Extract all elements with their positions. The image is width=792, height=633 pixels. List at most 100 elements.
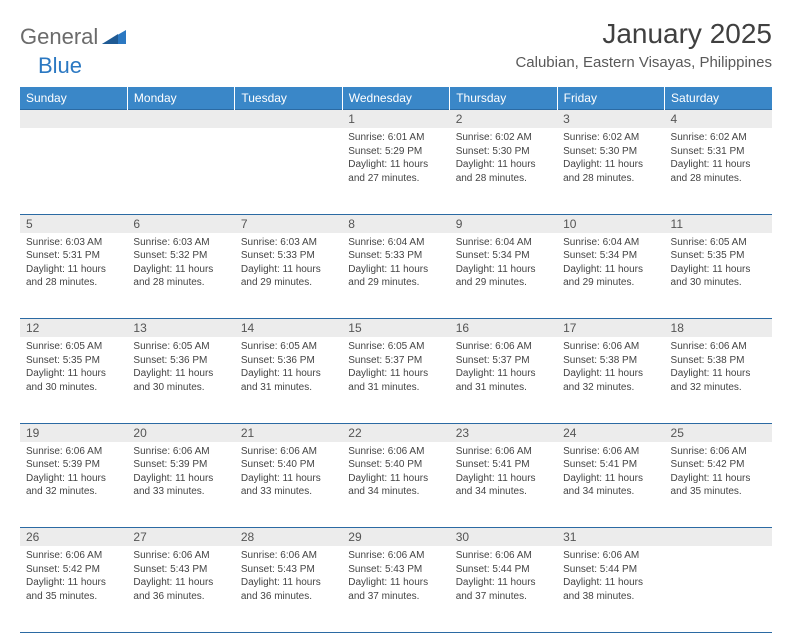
day-number: 22 xyxy=(342,424,449,442)
daylight-line-2: and 29 minutes. xyxy=(563,276,658,290)
daylight-line-2: and 38 minutes. xyxy=(563,590,658,604)
sunset-line: Sunset: 5:33 PM xyxy=(241,249,336,263)
day-cell: Sunrise: 6:02 AMSunset: 5:30 PMDaylight:… xyxy=(450,128,557,189)
day-number: 28 xyxy=(235,528,342,546)
sunrise-line: Sunrise: 6:04 AM xyxy=(348,236,443,250)
daylight-line-2: and 31 minutes. xyxy=(241,381,336,395)
sunset-line: Sunset: 5:35 PM xyxy=(671,249,766,263)
day-cell: Sunrise: 6:06 AMSunset: 5:41 PMDaylight:… xyxy=(557,442,664,503)
day-number: 7 xyxy=(235,215,342,233)
sunrise-line: Sunrise: 6:05 AM xyxy=(26,340,121,354)
sunrise-line: Sunrise: 6:01 AM xyxy=(348,131,443,145)
day-cell: Sunrise: 6:06 AMSunset: 5:41 PMDaylight:… xyxy=(450,442,557,503)
calendar-table: SundayMondayTuesdayWednesdayThursdayFrid… xyxy=(20,87,772,633)
day-number: 23 xyxy=(450,424,557,442)
day-cell: Sunrise: 6:03 AMSunset: 5:33 PMDaylight:… xyxy=(235,233,342,294)
daylight-line-2: and 29 minutes. xyxy=(456,276,551,290)
empty-day xyxy=(235,128,342,214)
empty-day xyxy=(20,110,127,129)
daylight-line-1: Daylight: 11 hours xyxy=(671,263,766,277)
sunset-line: Sunset: 5:31 PM xyxy=(671,145,766,159)
sunset-line: Sunset: 5:37 PM xyxy=(348,354,443,368)
day-number: 29 xyxy=(342,528,449,546)
sunrise-line: Sunrise: 6:06 AM xyxy=(348,445,443,459)
daylight-line-1: Daylight: 11 hours xyxy=(26,576,121,590)
sunrise-line: Sunrise: 6:06 AM xyxy=(241,549,336,563)
daylight-line-1: Daylight: 11 hours xyxy=(456,158,551,172)
sunset-line: Sunset: 5:41 PM xyxy=(563,458,658,472)
brand-name-blue: Blue xyxy=(38,53,82,78)
day-number: 15 xyxy=(342,319,449,337)
day-cell: Sunrise: 6:03 AMSunset: 5:31 PMDaylight:… xyxy=(20,233,127,294)
day-number: 27 xyxy=(127,528,234,546)
daylight-line-2: and 35 minutes. xyxy=(26,590,121,604)
daylight-line-1: Daylight: 11 hours xyxy=(241,576,336,590)
calendar-body: 1234Sunrise: 6:01 AMSunset: 5:29 PMDayli… xyxy=(20,110,772,633)
daylight-line-2: and 37 minutes. xyxy=(456,590,551,604)
daylight-line-2: and 28 minutes. xyxy=(26,276,121,290)
sunrise-line: Sunrise: 6:06 AM xyxy=(348,549,443,563)
daylight-line-1: Daylight: 11 hours xyxy=(348,472,443,486)
sunrise-line: Sunrise: 6:06 AM xyxy=(671,340,766,354)
daylight-line-2: and 32 minutes. xyxy=(26,485,121,499)
sunset-line: Sunset: 5:35 PM xyxy=(26,354,121,368)
daylight-line-1: Daylight: 11 hours xyxy=(133,576,228,590)
daylight-line-1: Daylight: 11 hours xyxy=(563,263,658,277)
sunrise-line: Sunrise: 6:06 AM xyxy=(133,549,228,563)
day-number: 13 xyxy=(127,319,234,337)
daylight-line-1: Daylight: 11 hours xyxy=(671,367,766,381)
day-cell: Sunrise: 6:06 AMSunset: 5:40 PMDaylight:… xyxy=(235,442,342,503)
daylight-line-2: and 28 minutes. xyxy=(671,172,766,186)
day-number: 5 xyxy=(20,215,127,233)
month-title: January 2025 xyxy=(515,18,772,50)
sunrise-line: Sunrise: 6:03 AM xyxy=(241,236,336,250)
daylight-line-2: and 31 minutes. xyxy=(348,381,443,395)
day-cell: Sunrise: 6:04 AMSunset: 5:33 PMDaylight:… xyxy=(342,233,449,294)
daylight-line-2: and 28 minutes. xyxy=(456,172,551,186)
weekday-header: Tuesday xyxy=(235,87,342,110)
daylight-line-2: and 36 minutes. xyxy=(133,590,228,604)
day-number: 25 xyxy=(665,424,772,442)
day-cell: Sunrise: 6:06 AMSunset: 5:42 PMDaylight:… xyxy=(20,546,127,607)
daylight-line-2: and 35 minutes. xyxy=(671,485,766,499)
day-cell: Sunrise: 6:05 AMSunset: 5:36 PMDaylight:… xyxy=(235,337,342,398)
empty-day xyxy=(127,110,234,129)
daylight-line-1: Daylight: 11 hours xyxy=(241,367,336,381)
day-cell: Sunrise: 6:05 AMSunset: 5:35 PMDaylight:… xyxy=(20,337,127,398)
day-number: 9 xyxy=(450,215,557,233)
daylight-line-1: Daylight: 11 hours xyxy=(133,367,228,381)
daylight-line-1: Daylight: 11 hours xyxy=(26,263,121,277)
sunset-line: Sunset: 5:42 PM xyxy=(671,458,766,472)
empty-day xyxy=(665,528,772,547)
sunset-line: Sunset: 5:38 PM xyxy=(563,354,658,368)
daylight-line-1: Daylight: 11 hours xyxy=(563,576,658,590)
daylight-line-1: Daylight: 11 hours xyxy=(456,472,551,486)
day-number: 17 xyxy=(557,319,664,337)
day-cell: Sunrise: 6:06 AMSunset: 5:43 PMDaylight:… xyxy=(127,546,234,607)
sunset-line: Sunset: 5:39 PM xyxy=(26,458,121,472)
sunset-line: Sunset: 5:40 PM xyxy=(348,458,443,472)
day-number: 12 xyxy=(20,319,127,337)
day-cell: Sunrise: 6:06 AMSunset: 5:42 PMDaylight:… xyxy=(665,442,772,503)
day-cell: Sunrise: 6:06 AMSunset: 5:37 PMDaylight:… xyxy=(450,337,557,398)
day-number: 26 xyxy=(20,528,127,546)
day-cell: Sunrise: 6:06 AMSunset: 5:44 PMDaylight:… xyxy=(557,546,664,607)
daylight-line-1: Daylight: 11 hours xyxy=(348,158,443,172)
daylight-line-2: and 33 minutes. xyxy=(133,485,228,499)
sunrise-line: Sunrise: 6:03 AM xyxy=(133,236,228,250)
day-number: 1 xyxy=(342,110,449,128)
sunrise-line: Sunrise: 6:02 AM xyxy=(671,131,766,145)
day-cell: Sunrise: 6:05 AMSunset: 5:35 PMDaylight:… xyxy=(665,233,772,294)
sunset-line: Sunset: 5:41 PM xyxy=(456,458,551,472)
weekday-header: Sunday xyxy=(20,87,127,110)
sunset-line: Sunset: 5:43 PM xyxy=(241,563,336,577)
daylight-line-2: and 36 minutes. xyxy=(241,590,336,604)
daylight-line-2: and 33 minutes. xyxy=(241,485,336,499)
day-number: 14 xyxy=(235,319,342,337)
sunrise-line: Sunrise: 6:05 AM xyxy=(133,340,228,354)
daylight-line-1: Daylight: 11 hours xyxy=(456,263,551,277)
sunrise-line: Sunrise: 6:06 AM xyxy=(456,549,551,563)
weekday-header: Thursday xyxy=(450,87,557,110)
day-cell: Sunrise: 6:02 AMSunset: 5:30 PMDaylight:… xyxy=(557,128,664,189)
daylight-line-1: Daylight: 11 hours xyxy=(563,472,658,486)
